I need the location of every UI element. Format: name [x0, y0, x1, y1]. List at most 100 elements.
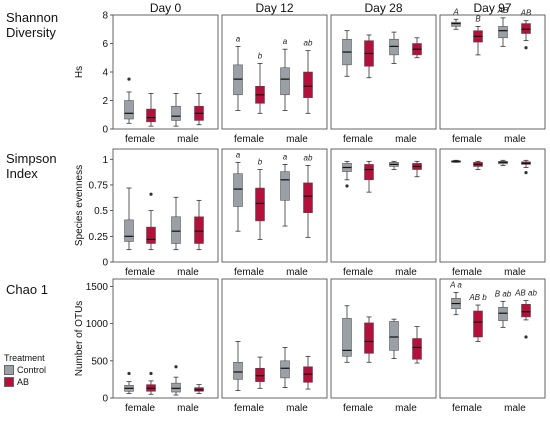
row-label-line: Simpson	[6, 151, 57, 166]
y-tick-label: 0.75	[89, 180, 109, 191]
significance-letter: a	[283, 152, 288, 161]
row-label-simpson: Simpson Index	[6, 151, 57, 181]
column-header: Day 97	[473, 1, 511, 15]
x-tick-label: female	[452, 403, 482, 414]
legend: Treatment Control AB	[4, 353, 46, 387]
x-tick-label: female	[125, 267, 155, 278]
significance-letter: AB b	[468, 293, 487, 302]
x-tick-label: female	[234, 267, 264, 278]
panel-frame	[112, 148, 219, 263]
box-control	[124, 100, 134, 120]
box-control	[124, 219, 134, 242]
x-tick-label: female	[234, 403, 264, 414]
legend-item-ab: AB	[4, 377, 46, 387]
box-ab	[303, 71, 313, 98]
y-axis-label: Hs	[74, 66, 85, 78]
significance-letter: ab	[304, 39, 313, 48]
outlier-point	[345, 184, 349, 188]
box-control	[280, 67, 290, 96]
y-axis-label: Number of OTUs	[74, 301, 85, 377]
box-ab	[521, 304, 531, 318]
x-tick-label: female	[234, 134, 264, 145]
panel-frame	[112, 278, 219, 399]
row-label-line: Diversity	[6, 25, 56, 40]
legend-label-ab: AB	[17, 377, 30, 387]
y-tick-label: 4	[102, 68, 108, 79]
row-label-line: Index	[6, 166, 38, 181]
y-tick-label: 500	[91, 356, 108, 367]
box-control	[280, 171, 290, 201]
x-tick-label: female	[452, 267, 482, 278]
box-ab	[521, 23, 531, 34]
legend-item-control: Control	[4, 365, 46, 375]
significance-letter: ab	[304, 153, 313, 162]
significance-letter: a	[283, 37, 288, 46]
legend-swatch-control	[4, 365, 14, 375]
x-tick-label: male	[286, 403, 308, 414]
panel-frame	[221, 14, 328, 130]
box-control	[389, 321, 399, 351]
legend-swatch-ab	[4, 377, 14, 387]
box-control	[233, 173, 243, 207]
x-tick-label: male	[286, 267, 308, 278]
box-control	[280, 360, 290, 379]
significance-letter: A	[452, 7, 458, 16]
significance-letter: AB	[497, 6, 509, 15]
row-label-shannon: Shannon Diversity	[6, 10, 58, 40]
box-ab	[473, 310, 483, 338]
significance-letter: b	[258, 158, 263, 167]
outlier-point	[149, 192, 153, 196]
outlier-point	[149, 371, 153, 376]
panel-frame	[330, 278, 437, 399]
x-tick-label: male	[395, 403, 417, 414]
outlier-point	[174, 365, 178, 369]
y-tick-label: 2	[102, 96, 108, 107]
x-tick-label: male	[177, 267, 199, 278]
significance-letter: b	[258, 51, 263, 60]
panel-frame	[439, 14, 546, 130]
x-tick-label: male	[177, 134, 199, 145]
y-tick-label: 1	[102, 155, 108, 166]
box-ab	[303, 182, 313, 213]
panel-frame	[439, 148, 546, 263]
box-control	[171, 382, 181, 393]
y-tick-label: 0.25	[89, 232, 109, 243]
x-tick-label: female	[343, 267, 373, 278]
box-control	[389, 38, 399, 56]
significance-letter: A a	[449, 280, 462, 289]
y-tick-label: 0	[102, 125, 108, 136]
significance-letter: B ab	[495, 289, 512, 298]
y-tick-label: 0.5	[94, 206, 108, 217]
box-ab	[255, 368, 265, 382]
row-label-line: Chao 1	[6, 282, 48, 297]
panel-frame	[330, 14, 437, 130]
outlier-point	[127, 371, 131, 376]
significance-letter: B	[475, 14, 481, 23]
box-control	[342, 318, 352, 357]
box-ab	[255, 187, 265, 222]
row-label-chao1: Chao 1	[6, 282, 48, 297]
x-tick-label: male	[395, 267, 417, 278]
legend-title: Treatment	[4, 353, 45, 363]
panel-frame	[221, 148, 328, 263]
x-tick-label: male	[286, 134, 308, 145]
outlier-point	[524, 46, 528, 50]
box-control	[171, 105, 181, 121]
x-tick-label: female	[125, 403, 155, 414]
column-header: Day 28	[364, 1, 402, 15]
box-control	[451, 21, 461, 27]
x-tick-label: female	[343, 403, 373, 414]
significance-letter: a	[236, 150, 241, 159]
y-tick-label: 6	[102, 39, 108, 50]
row-label-line: Shannon	[6, 10, 59, 25]
x-tick-label: female	[125, 134, 155, 145]
x-tick-label: male	[504, 403, 526, 414]
box-ab	[194, 216, 204, 244]
x-tick-label: female	[452, 134, 482, 145]
y-tick-label: 8	[102, 11, 108, 22]
column-header: Day 0	[150, 1, 182, 15]
panel-frame	[439, 278, 546, 399]
significance-letter: AB ab	[514, 289, 537, 298]
outlier-point	[524, 171, 528, 175]
